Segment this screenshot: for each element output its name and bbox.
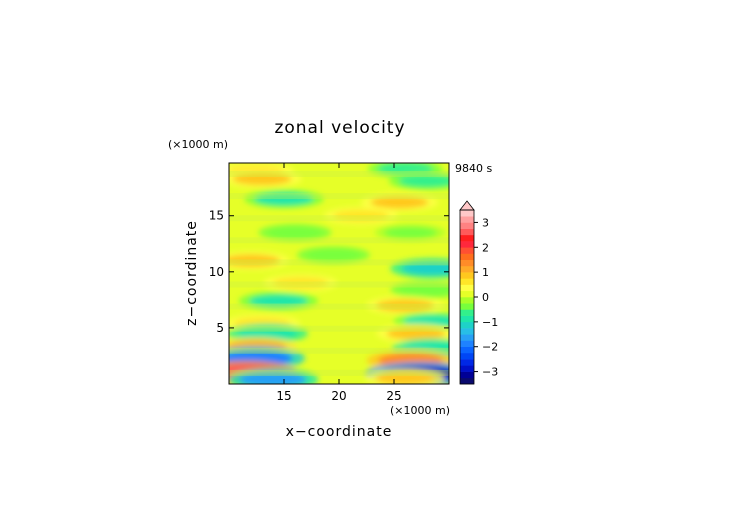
colorbar-swatch — [460, 216, 474, 223]
colorbar: 3 2 1 0 −1 −2 −3 — [459, 200, 498, 385]
x-axis-label: x−coordinate — [286, 424, 393, 440]
plot-area — [229, 163, 449, 384]
colorbar-tick-label: 1 — [482, 266, 489, 279]
field-band — [229, 325, 449, 332]
field-band — [229, 171, 449, 177]
colorbar-swatch — [460, 352, 474, 360]
y-tick-label: 5 — [216, 321, 224, 335]
y-tick-label: 15 — [209, 209, 224, 223]
colorbar-swatch — [460, 259, 474, 267]
field-feature — [229, 169, 302, 189]
colorbar-swatch — [460, 328, 474, 335]
field-feature — [229, 251, 290, 270]
field-feature — [374, 224, 447, 241]
field-feature — [365, 368, 445, 384]
colorbar-swatch — [460, 290, 474, 298]
chart-title: zonal velocity — [274, 118, 405, 138]
colorbar-extend-arrow — [459, 200, 475, 211]
colorbar-swatch — [460, 222, 474, 229]
x-tick-label: 20 — [331, 389, 346, 403]
y-axis-label: z−coordinate — [184, 220, 200, 326]
field-feature — [366, 296, 444, 315]
colorbar-tick-label: −3 — [482, 366, 498, 379]
colorbar-swatch — [460, 303, 474, 310]
field-feature — [238, 291, 319, 311]
colorbar-swatch — [460, 210, 474, 217]
field-band — [229, 193, 449, 200]
colorbar-swatch — [460, 247, 474, 254]
field-feature — [360, 192, 439, 212]
time-label: 9840 s — [455, 162, 492, 175]
colorbar-swatch — [460, 284, 474, 292]
axes: 15 20 25 5 10 15 — [209, 163, 449, 403]
colorbar-swatch — [460, 334, 474, 341]
field-feature — [263, 274, 338, 292]
colorbar-swatch — [460, 377, 474, 385]
colorbar-swatch — [460, 321, 474, 329]
field-feature — [376, 323, 449, 344]
colorbar-tick-label: 0 — [482, 291, 489, 304]
y-unit-label: (×1000 m) — [168, 138, 228, 151]
colorbar-swatch — [460, 253, 474, 261]
colorbar-swatch — [460, 278, 474, 285]
colorbar-swatch — [460, 297, 474, 304]
colorbar-tick-label: −1 — [482, 316, 498, 329]
field-band — [229, 281, 449, 288]
field-feature — [244, 189, 324, 209]
field-feature — [388, 171, 449, 191]
colorbar-swatch — [460, 365, 474, 372]
colorbar-swatch — [460, 315, 474, 323]
x-tick-label: 25 — [386, 389, 401, 403]
field-band — [229, 237, 449, 244]
field-feature — [229, 368, 319, 384]
colorbar-tick-label: 3 — [482, 216, 489, 229]
field-band — [229, 347, 449, 354]
colorbar-swatch — [460, 371, 474, 379]
field-band — [229, 259, 449, 266]
colorbar-tick-label: −2 — [482, 341, 498, 354]
colorbar-swatch — [460, 309, 474, 316]
colorbar-swatch — [460, 340, 474, 348]
x-tick-label: 15 — [276, 389, 291, 403]
colorbar-tick-label: 2 — [482, 241, 489, 254]
field-feature — [390, 258, 449, 279]
colorbar-swatch — [460, 272, 474, 279]
field-band — [229, 215, 449, 222]
field-feature — [258, 223, 332, 242]
colorbar-swatch — [460, 359, 474, 366]
field-band — [229, 303, 449, 310]
colorbar-swatch — [460, 265, 474, 273]
colorbar-swatch — [460, 228, 474, 236]
colorbar-swatch — [460, 346, 474, 354]
colorbar-swatch — [460, 234, 474, 242]
field-feature — [297, 246, 370, 264]
colorbar-swatch — [460, 241, 474, 248]
field-feature — [390, 281, 449, 299]
y-tick-label: 10 — [209, 265, 224, 279]
field-feature — [323, 206, 399, 225]
field-band — [229, 369, 449, 376]
x-unit-label: (×1000 m) — [390, 404, 450, 417]
